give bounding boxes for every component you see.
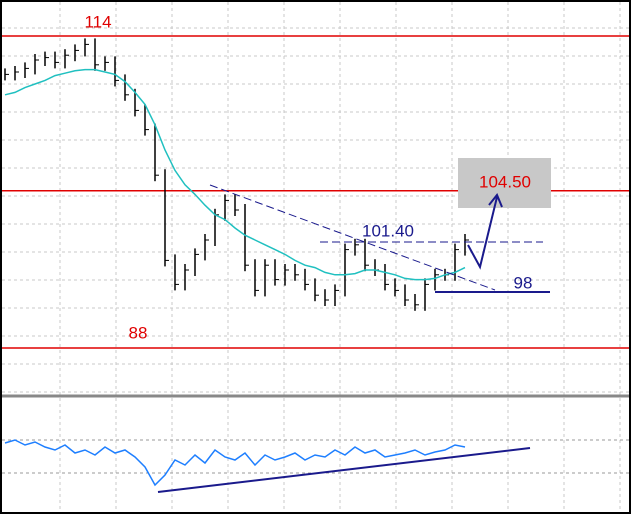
- level-label: 88: [129, 323, 148, 342]
- arrow-head: [488, 193, 503, 208]
- support-label: 98: [514, 273, 533, 292]
- trend-line: [209, 184, 496, 291]
- forecast-arrow: [467, 196, 498, 270]
- oscillator-trend: [157, 447, 531, 493]
- moving-average-line: [4, 68, 466, 281]
- marks: [2, 35, 629, 487]
- oscillator-line: [4, 439, 466, 487]
- resistance-label: 101.40: [362, 221, 414, 240]
- target-label: 104.50: [479, 172, 531, 191]
- target-box: [458, 158, 551, 208]
- level-label: 114: [84, 12, 111, 31]
